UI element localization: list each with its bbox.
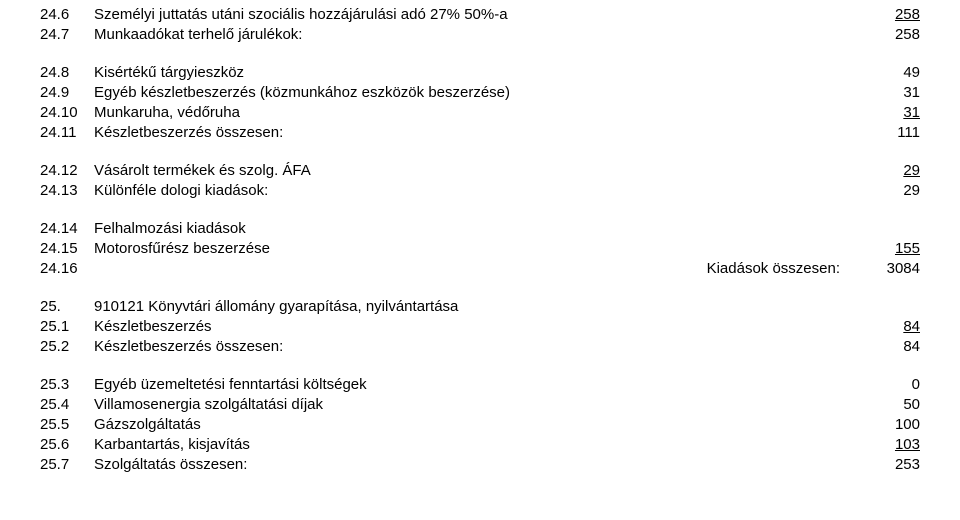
item-text: Egyéb készletbeszerzés (közmunkához eszk… [94, 84, 860, 101]
item-number: 25.2 [40, 338, 94, 355]
document-page: 24.6Személyi juttatás utáni szociális ho… [0, 0, 960, 486]
item-number: 25. [40, 298, 94, 315]
item-value: 155 [860, 240, 920, 257]
item-value: 111 [860, 124, 920, 141]
line-item: 24.11Készletbeszerzés összesen:111 [40, 124, 920, 144]
blank-row [40, 280, 920, 298]
item-number: 24.16 [40, 260, 94, 277]
line-item: 24.13Különféle dologi kiadások:29 [40, 182, 920, 202]
item-value: 29 [860, 162, 920, 179]
line-item: 24.14Felhalmozási kiadások [40, 220, 920, 240]
item-text: Kiadások összesen: [94, 260, 860, 277]
item-text: Motorosfűrész beszerzése [94, 240, 860, 257]
blank-row [40, 144, 920, 162]
item-text: 910121 Könyvtári állomány gyarapítása, n… [94, 298, 860, 315]
item-number: 24.15 [40, 240, 94, 257]
item-value: 84 [860, 318, 920, 335]
item-text: Szolgáltatás összesen: [94, 456, 860, 473]
item-number: 25.6 [40, 436, 94, 453]
item-text: Készletbeszerzés [94, 318, 860, 335]
line-item: 24.12Vásárolt termékek és szolg. ÁFA29 [40, 162, 920, 182]
item-value: 100 [860, 416, 920, 433]
blank-row [40, 46, 920, 64]
item-value: 29 [860, 182, 920, 199]
item-number: 25.3 [40, 376, 94, 393]
line-item: 24.16Kiadások összesen:3084 [40, 260, 920, 280]
line-item: 25.7Szolgáltatás összesen:253 [40, 456, 920, 476]
item-text: Villamosenergia szolgáltatási díjak [94, 396, 860, 413]
item-text: Munkaruha, védőruha [94, 104, 860, 121]
item-number: 24.8 [40, 64, 94, 81]
item-value: 253 [860, 456, 920, 473]
item-text: Gázszolgáltatás [94, 416, 860, 433]
item-number: 24.6 [40, 6, 94, 23]
item-text: Karbantartás, kisjavítás [94, 436, 860, 453]
item-value: 0 [860, 376, 920, 393]
line-item: 25.1Készletbeszerzés84 [40, 318, 920, 338]
item-value: 49 [860, 64, 920, 81]
line-item: 25.6Karbantartás, kisjavítás103 [40, 436, 920, 456]
line-item: 25.2Készletbeszerzés összesen:84 [40, 338, 920, 358]
line-item: 25.910121 Könyvtári állomány gyarapítása… [40, 298, 920, 318]
item-text: Személyi juttatás utáni szociális hozzáj… [94, 6, 860, 23]
blank-row [40, 358, 920, 376]
item-number: 25.4 [40, 396, 94, 413]
line-item: 24.6Személyi juttatás utáni szociális ho… [40, 6, 920, 26]
item-number: 25.1 [40, 318, 94, 335]
line-item: 25.3Egyéb üzemeltetési fenntartási költs… [40, 376, 920, 396]
item-number: 24.13 [40, 182, 94, 199]
item-number: 24.11 [40, 124, 94, 141]
item-text: Munkaadókat terhelő járulékok: [94, 26, 860, 43]
item-value: 103 [860, 436, 920, 453]
item-number: 24.9 [40, 84, 94, 101]
item-value: 31 [860, 84, 920, 101]
item-number: 25.7 [40, 456, 94, 473]
blank-row [40, 202, 920, 220]
item-value: 31 [860, 104, 920, 121]
line-item: 24.9Egyéb készletbeszerzés (közmunkához … [40, 84, 920, 104]
item-number: 24.12 [40, 162, 94, 179]
item-text: Készletbeszerzés összesen: [94, 338, 860, 355]
item-text: Kisértékű tárgyieszköz [94, 64, 860, 81]
line-item: 25.4Villamosenergia szolgáltatási díjak5… [40, 396, 920, 416]
line-item: 24.7Munkaadókat terhelő járulékok:258 [40, 26, 920, 46]
item-text: Különféle dologi kiadások: [94, 182, 860, 199]
line-item: 24.15Motorosfűrész beszerzése155 [40, 240, 920, 260]
item-text: Felhalmozási kiadások [94, 220, 860, 237]
item-text: Egyéb üzemeltetési fenntartási költségek [94, 376, 860, 393]
line-item: 24.8Kisértékű tárgyieszköz49 [40, 64, 920, 84]
item-value: 3084 [860, 260, 920, 277]
item-text: Vásárolt termékek és szolg. ÁFA [94, 162, 860, 179]
item-number: 24.10 [40, 104, 94, 121]
line-item: 24.10Munkaruha, védőruha31 [40, 104, 920, 124]
item-value: 50 [860, 396, 920, 413]
item-number: 24.7 [40, 26, 94, 43]
item-text: Készletbeszerzés összesen: [94, 124, 860, 141]
item-number: 24.14 [40, 220, 94, 237]
item-value: 258 [860, 6, 920, 23]
line-item: 25.5Gázszolgáltatás100 [40, 416, 920, 436]
item-value: 84 [860, 338, 920, 355]
item-number: 25.5 [40, 416, 94, 433]
item-value: 258 [860, 26, 920, 43]
